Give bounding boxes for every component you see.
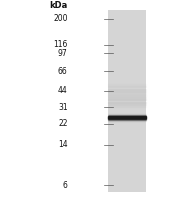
Text: 116: 116	[53, 40, 68, 49]
Text: 6: 6	[63, 180, 68, 190]
Text: 200: 200	[53, 14, 68, 23]
Text: 31: 31	[58, 103, 68, 112]
Text: 14: 14	[58, 140, 68, 149]
Text: 97: 97	[58, 49, 68, 58]
Text: kDa: kDa	[49, 1, 68, 10]
Text: 22: 22	[58, 119, 68, 128]
Text: 66: 66	[58, 67, 68, 76]
Bar	[108, 10, 146, 192]
Text: 44: 44	[58, 86, 68, 95]
